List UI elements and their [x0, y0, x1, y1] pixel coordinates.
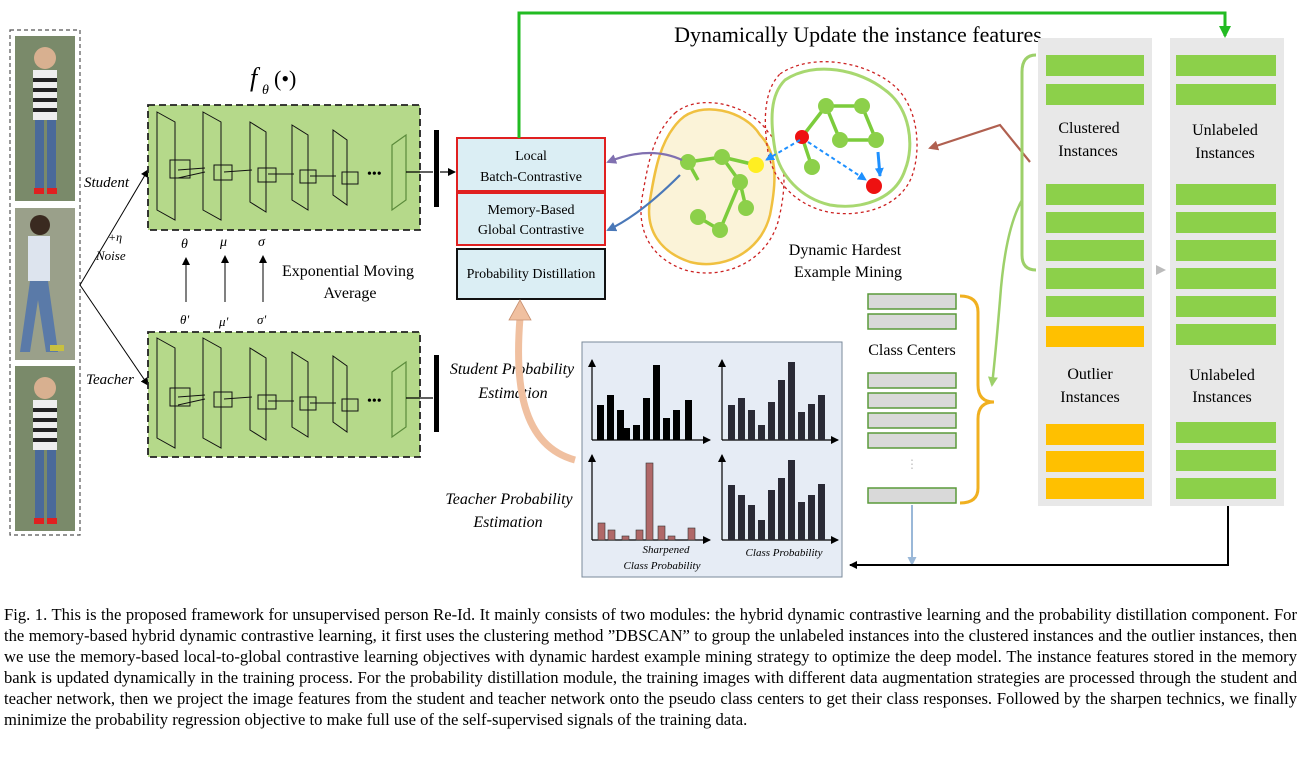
teacher-ellipsis: •••: [367, 394, 382, 409]
unlabeled-line2: Instances: [1195, 145, 1255, 162]
network-function-label: f θ (•): [250, 63, 296, 98]
input-images: [9, 29, 81, 536]
teacher-class-chart: Class Probability: [718, 454, 839, 559]
theta-label: θ: [181, 237, 188, 252]
outlier-line2: Instances: [1060, 389, 1120, 406]
teacher-network: •••: [147, 331, 439, 458]
clustered-line1: Clustered: [1058, 120, 1119, 137]
teacher-prob-line1: Teacher Probability: [445, 491, 573, 508]
framework-diagram: Student +η Noise Teacher f θ (•) ••• θ μ…: [9, 11, 1284, 578]
person-image-2: [15, 208, 75, 360]
student-ellipsis: •••: [367, 167, 382, 182]
clustered-line2: Instances: [1058, 143, 1118, 160]
figure-caption: Fig. 1. This is the proposed framework f…: [4, 605, 1297, 729]
student-prob-line2: Estimation: [477, 385, 547, 402]
person-image-3: [15, 366, 75, 531]
teacher-label: Teacher: [86, 372, 134, 388]
student-prob-chart: [588, 359, 711, 444]
noise-label: Noise: [95, 248, 126, 263]
teacher-sharpened-chart: Sharpened Class Probability: [588, 454, 711, 572]
hardest-line2: Example Mining: [794, 264, 902, 281]
memory-global-line2: Global Contrastive: [478, 223, 584, 238]
f-argument: (•): [274, 66, 296, 91]
outlier-line1: Outlier: [1067, 366, 1113, 383]
hardest-line1: Dynamic Hardest: [789, 242, 902, 259]
mu-label: μ: [219, 235, 227, 250]
f-subscript: θ: [262, 83, 269, 98]
local-batch-line1: Local: [515, 149, 547, 164]
unlabeled2-line2: Instances: [1192, 389, 1252, 406]
f-symbol: f: [250, 63, 261, 92]
title-dynamic-update: Dynamically Update the instance features: [674, 22, 1042, 47]
memory-global-line1: Memory-Based: [487, 203, 574, 218]
ema-label-line2: Average: [324, 285, 377, 302]
unlabeled-line1: Unlabeled: [1192, 122, 1258, 139]
sigma-label: σ: [258, 235, 266, 250]
theta-prime-label: θ': [180, 312, 189, 327]
memory-bank: Clustered Instances Unlabeled Instances …: [849, 38, 1284, 569]
student-network: •••: [147, 104, 456, 231]
unlabeled2-line1: Unlabeled: [1189, 367, 1255, 384]
cluster-graphs: Dynamic Hardest Example Mining: [640, 61, 918, 281]
loss-modules: Local Batch-Contrastive Memory-Based Glo…: [456, 137, 606, 300]
sigma-prime-label: σ': [257, 312, 266, 327]
class-centers-label: Class Centers: [868, 342, 956, 359]
person-image-1: [15, 36, 75, 201]
class-centers: Class Centers ⋮: [867, 293, 995, 566]
input-branches: [79, 169, 149, 386]
update-feature-arrow: [517, 11, 1231, 138]
noise-eta: +η: [108, 230, 122, 244]
student-label: Student: [84, 175, 130, 191]
probability-panel: Sharpened Class Probability Class Probab…: [581, 341, 843, 578]
ema-parameters: θ μ σ θ' μ' σ' Exponential Moving Averag…: [180, 235, 414, 329]
teacher-prob-line2: Estimation: [472, 514, 542, 531]
probability-distillation-label: Probability Distillation: [467, 267, 596, 282]
mu-prime-label: μ': [218, 314, 229, 329]
sharpened-line2: Class Probability: [624, 560, 701, 572]
local-batch-line2: Batch-Contrastive: [480, 170, 582, 185]
ema-label-line1: Exponential Moving: [282, 263, 414, 280]
sharpened-line1: Sharpened: [642, 544, 690, 556]
student-prob-line1: Student Probability: [450, 361, 575, 378]
student-sharp-chart: [718, 359, 839, 444]
class-probability-label: Class Probability: [746, 547, 823, 559]
class-centers-ellipsis: ⋮: [906, 457, 918, 471]
